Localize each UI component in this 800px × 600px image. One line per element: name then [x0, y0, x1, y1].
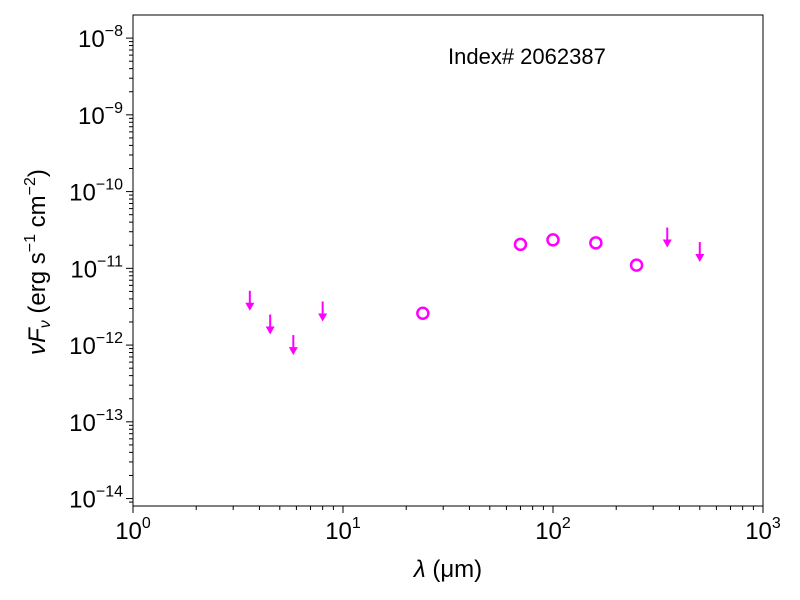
x-tick-label: 101	[325, 515, 361, 545]
upper-limit-arrow	[288, 335, 298, 356]
y-tick-label: 10−8	[78, 23, 123, 53]
upper-limit-arrow	[318, 301, 328, 322]
x-axis-ticks: 100 101 102 103	[115, 506, 781, 545]
y-axis-ticks: 10−14 10−13 10−12 10−11 10−10 10−9 10−8	[69, 23, 133, 514]
y-tick-label: 10−13	[69, 407, 123, 437]
detection-point	[546, 233, 560, 247]
x-axis-label: λ (μm)	[412, 556, 482, 583]
y-tick-label: 10−14	[69, 484, 123, 514]
x-tick-label: 100	[115, 515, 151, 545]
y-axis-label: νFν (erg s−1 cm−2)	[22, 169, 54, 355]
upper-limit-arrow	[662, 227, 672, 248]
upper-limit-arrow	[245, 290, 255, 311]
data-marks	[245, 227, 705, 356]
x-tick-label: 103	[745, 515, 781, 545]
y-tick-label: 10−11	[70, 253, 123, 283]
upper-limit-arrow	[695, 242, 705, 263]
y-tick-label: 10−9	[78, 100, 123, 130]
detection-point	[589, 236, 603, 250]
detection-point	[629, 258, 644, 272]
y-tick-label: 10−10	[69, 177, 123, 207]
plot-frame	[132, 14, 764, 507]
y-tick-label: 10−12	[69, 330, 123, 360]
detection-point	[416, 306, 430, 320]
upper-limit-arrow	[265, 314, 275, 335]
detection-point	[513, 237, 528, 252]
source-index-annotation: Index# 2062387	[448, 44, 606, 69]
x-tick-label: 102	[535, 515, 571, 545]
